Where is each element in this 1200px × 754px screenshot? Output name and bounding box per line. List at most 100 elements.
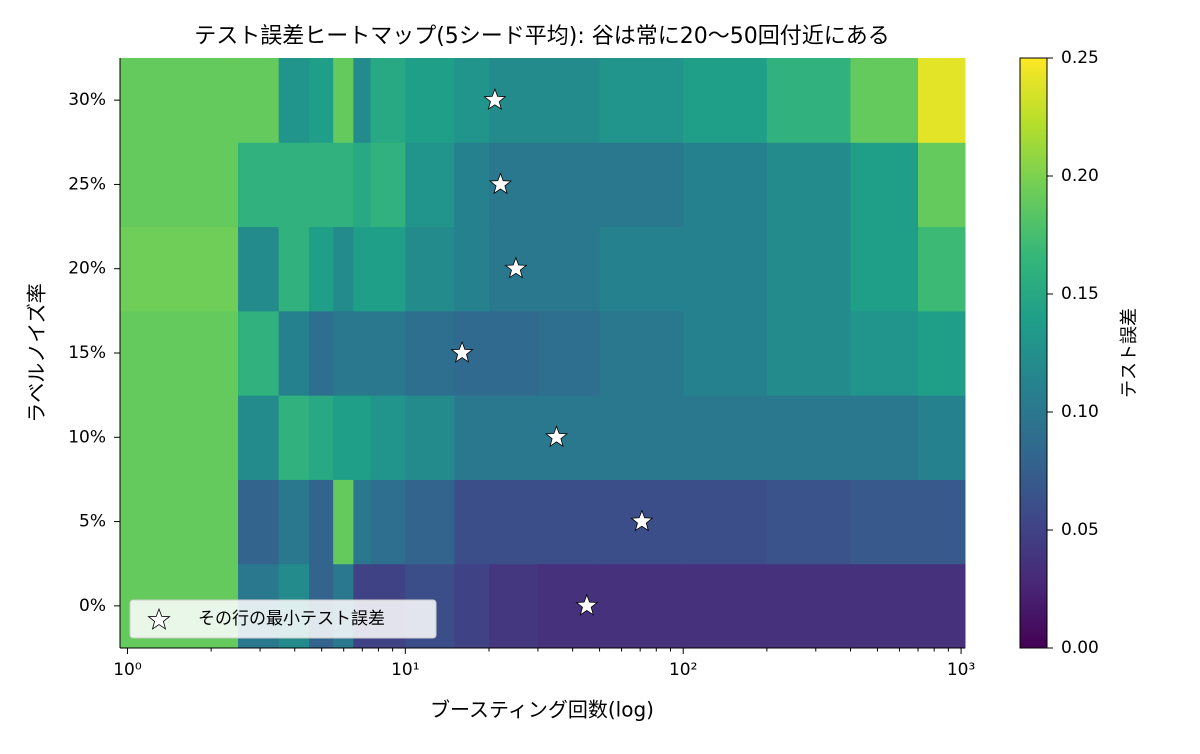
heatmap-cell [308,479,334,565]
heatmap-cell [683,395,768,480]
heatmap-cell [308,142,334,228]
heatmap-cell [850,563,919,649]
colorbar-tick-label: 0.10 [1061,402,1099,422]
heatmap-cell [918,58,966,143]
y-tick-label: 15% [68,343,106,363]
heatmap-cell [278,310,310,396]
heatmap-cell [918,479,966,565]
heatmap-cell [454,58,490,143]
heatmap-cell [333,58,354,143]
heatmap-cell [120,142,239,228]
heatmap-cell [766,226,852,312]
legend-label: その行の最小テスト誤差 [198,609,385,629]
heatmap-cell [405,395,455,480]
heatmap-cell [238,142,280,228]
heatmap-cell [238,226,280,312]
heatmap-cell [683,226,768,312]
heatmap-cell [918,395,966,480]
heatmap-cell [537,479,601,565]
heatmap-cell [766,58,852,143]
heatmap-cell [454,142,490,228]
chart-title: テスト誤差ヒートマップ(5シード平均): 谷は常に20〜50回付近にある [194,24,890,49]
y-axis-label: ラベルノイズ率 [25,283,49,422]
heatmap-cell [599,310,684,396]
heatmap-cell [238,310,280,396]
heatmap-cell [405,310,455,396]
heatmap-cell [120,58,239,143]
heatmap-cell [353,395,372,480]
heatmap-cell [238,58,280,143]
heatmap-cell [308,58,334,143]
heatmap-cell [353,479,372,565]
heatmap-cell [353,226,372,312]
min-star [488,172,512,195]
heatmap-cell [278,58,310,143]
heatmap-cell [537,58,601,143]
heatmap-cell [278,479,310,565]
colorbar-tick-label: 0.25 [1061,48,1099,68]
y-tick-label: 25% [68,174,106,194]
min-star [630,509,654,532]
heatmap-cell [454,563,490,649]
heatmap-cell [918,226,966,312]
heatmap-cell [333,479,354,565]
heatmap-cell [599,142,684,228]
heatmap-cell [120,310,239,396]
heatmap-cell [850,142,919,228]
heatmap-cell [766,310,852,396]
heatmap-cell [120,479,239,565]
heatmap-cell [405,142,455,228]
min-star [545,425,569,448]
x-tick-label: 10³ [947,660,975,680]
heatmap-cell [333,310,354,396]
heatmap-cell [238,479,280,565]
heatmap-cell [454,479,490,565]
heatmap-cell [683,142,768,228]
heatmap-cell [333,395,354,480]
y-tick-label: 0% [79,596,106,616]
heatmap-cell [488,563,539,649]
heatmap-cell [599,395,684,480]
heatmap-cell [370,395,406,480]
heatmap-cell [599,563,684,649]
heatmap-cell [488,310,539,396]
heatmap-cell [766,395,852,480]
colorbar-tick-label: 0.00 [1061,638,1099,658]
heatmap-cell [405,479,455,565]
heatmap-cell [353,142,372,228]
heatmap-cell [488,395,539,480]
heatmap-cell [370,58,406,143]
heatmap-cell [766,142,852,228]
heatmap-cell [918,563,966,649]
heatmap-cell [405,58,455,143]
heatmap-cell [850,226,919,312]
heatmap-cell [120,395,239,480]
heatmap-cell [850,310,919,396]
heatmap-cell [333,226,354,312]
heatmap-cell [308,310,334,396]
min-star [575,593,599,616]
heatmap-cell [918,142,966,228]
heatmap-cell [537,395,601,480]
y-tick-label: 5% [79,512,106,532]
heatmap-cell [278,395,310,480]
heatmap-cell [353,310,372,396]
y-tick-label: 10% [68,427,106,447]
heatmap-cell [683,563,768,649]
x-axis-label: ブースティング回数(log) [430,698,654,722]
colorbar-label: テスト誤差 [1119,308,1140,398]
colorbar-tick-label: 0.20 [1061,166,1099,186]
heatmap-cell [850,58,919,143]
heatmap-cell [370,142,406,228]
heatmap-cell [308,395,334,480]
min-star [504,256,528,279]
heatmap-cell [353,58,372,143]
heatmap-cell [537,142,601,228]
heatmap-cell [683,58,768,143]
min-star [483,87,507,110]
min-star [450,340,474,363]
heatmap-cell [766,479,852,565]
heatmap-cell [850,479,919,565]
heatmap-cell [766,563,852,649]
